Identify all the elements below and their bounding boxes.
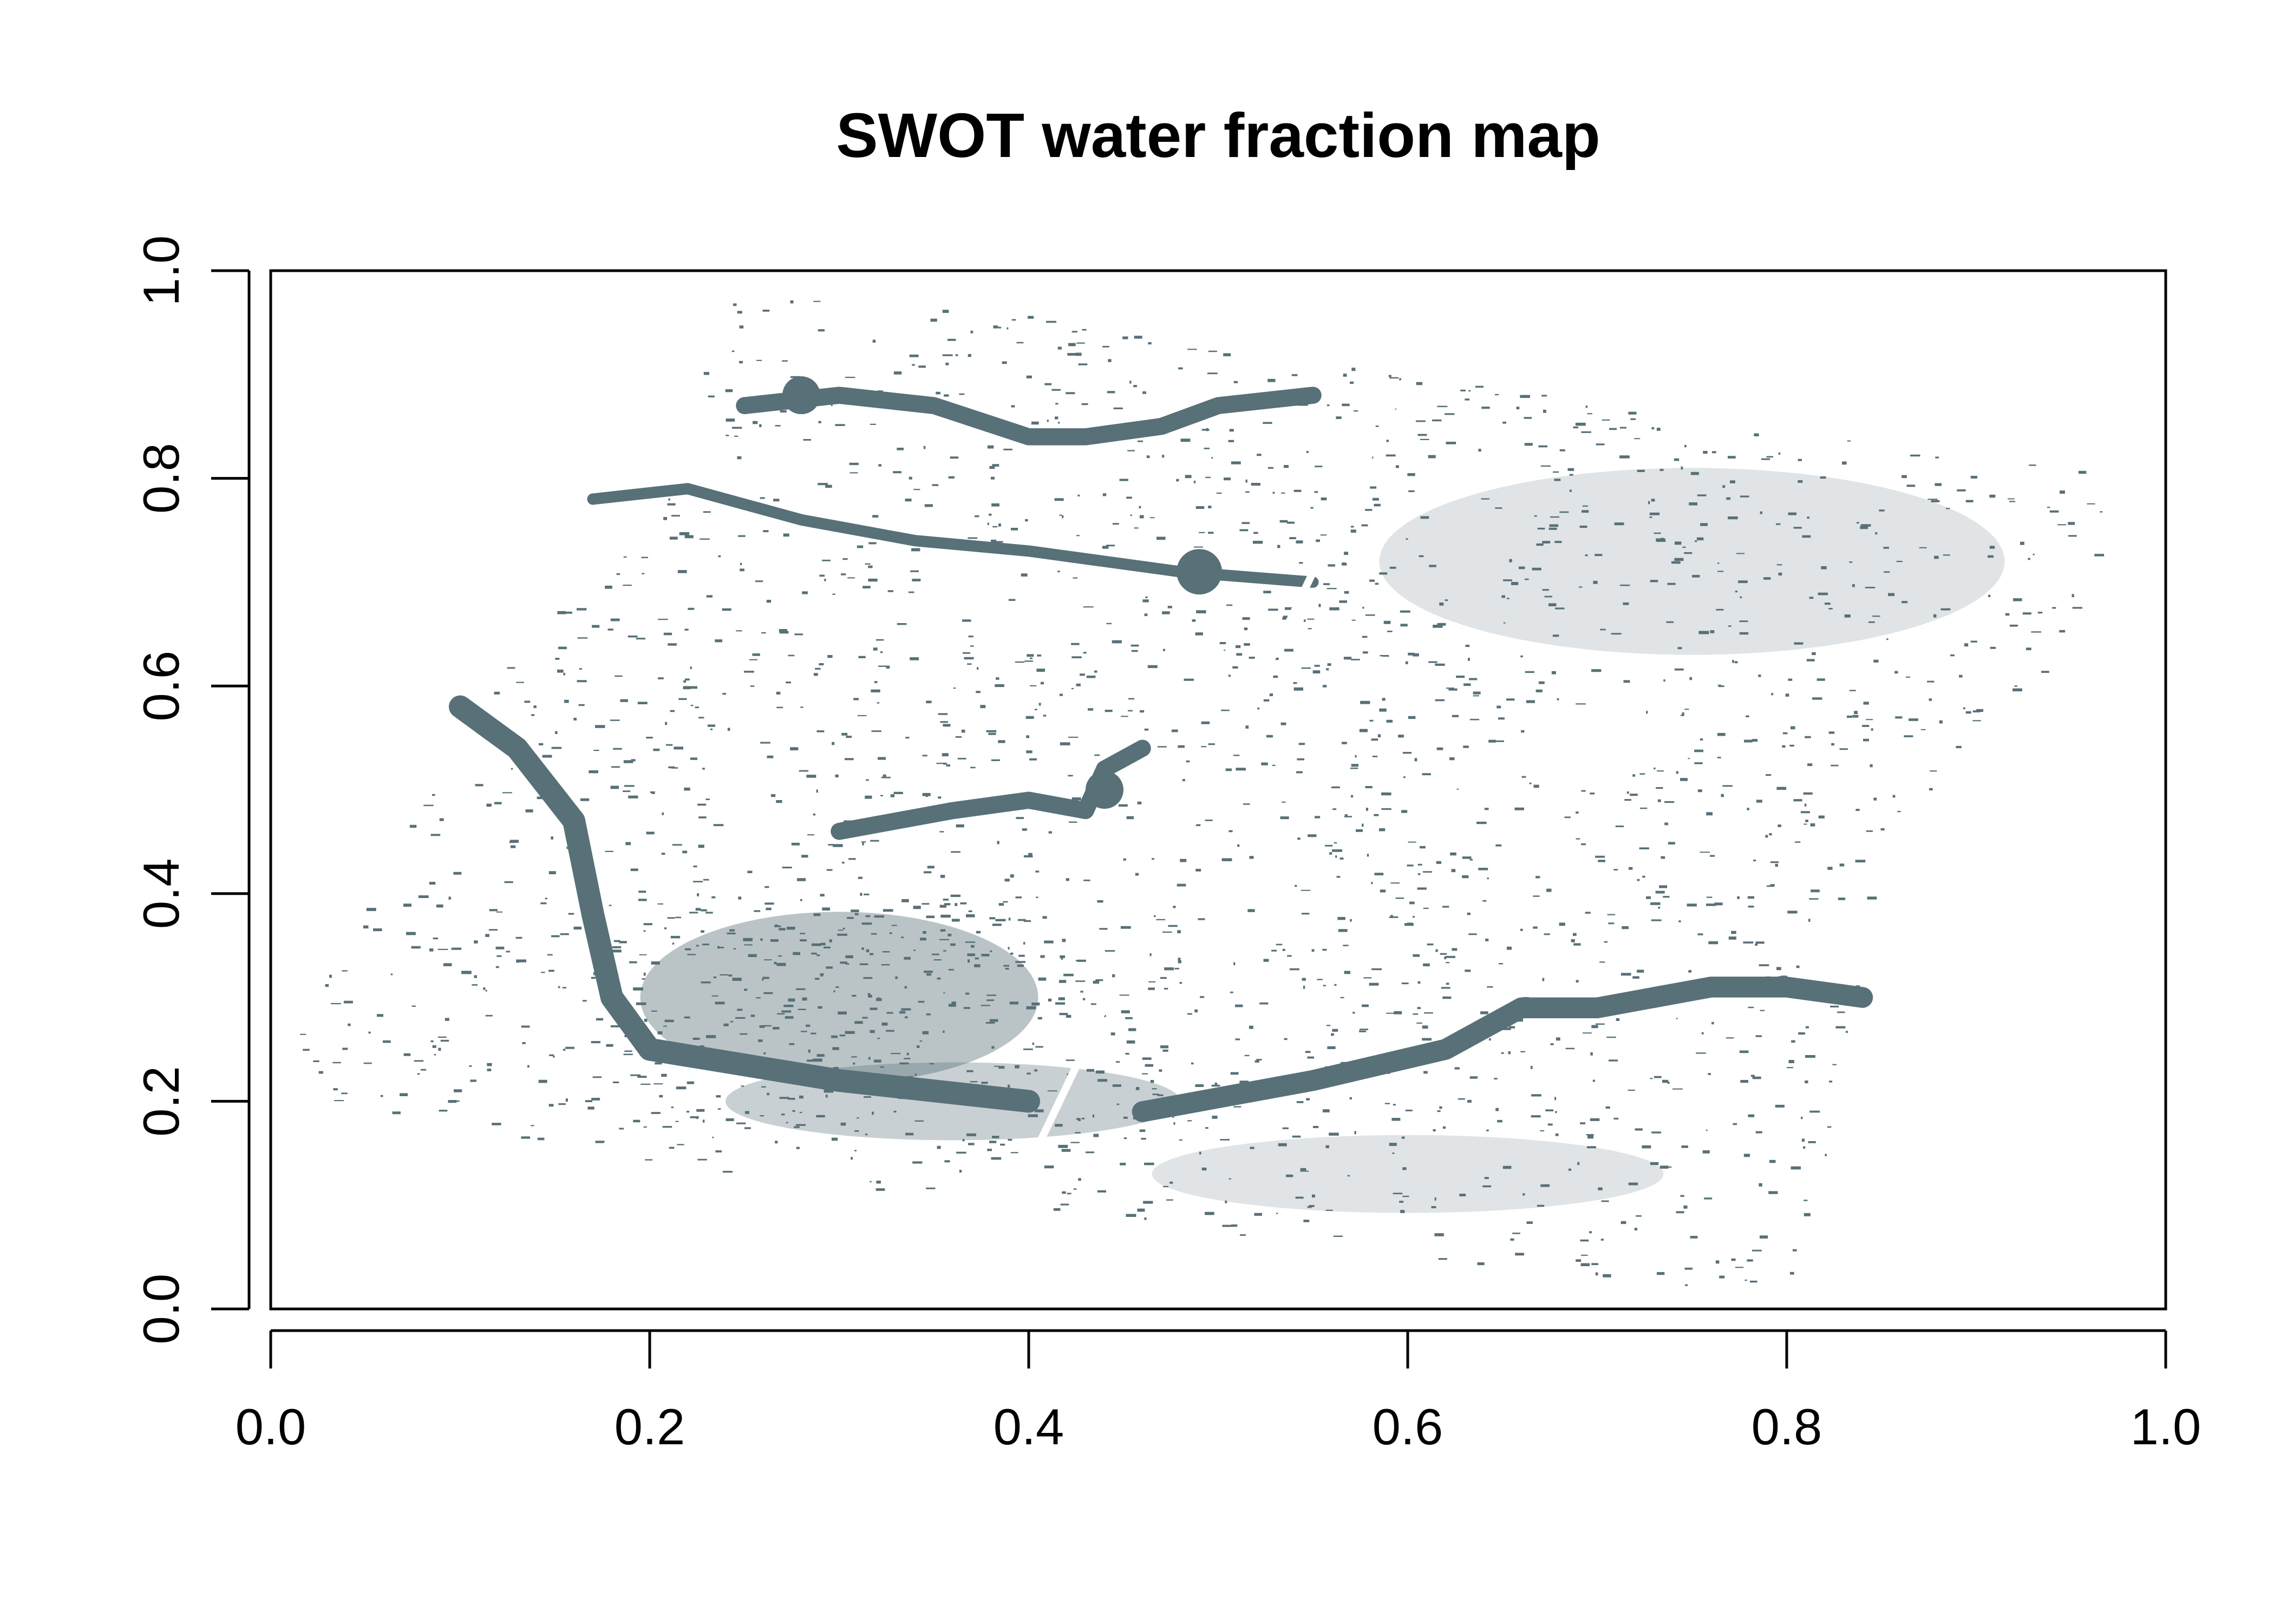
y-tick-label: 0.8 (133, 443, 190, 514)
nadir-gap-line (1006, 372, 1412, 1207)
river (831, 739, 1151, 840)
lake (782, 376, 820, 415)
x-axis: 0.0 0.2 0.4 0.6 0.8 1.0 (236, 1329, 2201, 1455)
x-tick-label: 0.8 (1752, 1398, 1822, 1455)
chart-title: SWOT water fraction map (836, 100, 1600, 171)
x-tick-label: 0.0 (236, 1398, 306, 1455)
x-tick-label: 0.6 (1373, 1398, 1443, 1455)
dense-water-zone (1152, 1135, 1664, 1213)
y-tick-label: 0.0 (133, 1274, 190, 1345)
water-fraction-layer (300, 300, 2105, 1286)
dense-water-zone (640, 912, 1038, 1083)
river (736, 387, 1322, 446)
y-tick-label: 0.4 (133, 858, 190, 929)
nadir-gap (1006, 372, 1412, 1207)
y-axis: 0.0 0.2 0.4 0.6 0.8 1.0 (133, 235, 251, 1345)
y-tick-label: 1.0 (133, 235, 190, 306)
x-tick-label: 1.0 (2131, 1398, 2201, 1455)
plot-area (300, 300, 2105, 1286)
plot-frame (269, 269, 2167, 1311)
river (449, 695, 1040, 1113)
y-tick-label: 0.6 (133, 651, 190, 722)
x-tick-label: 0.4 (994, 1398, 1064, 1455)
y-tick-label: 0.2 (133, 1066, 190, 1137)
river (1132, 977, 1873, 1122)
water-speckle (300, 300, 2105, 1286)
lake (1086, 771, 1123, 809)
lake (1177, 549, 1222, 595)
dense-water-zone (1379, 468, 2005, 655)
x-tick-label: 0.2 (615, 1398, 685, 1455)
